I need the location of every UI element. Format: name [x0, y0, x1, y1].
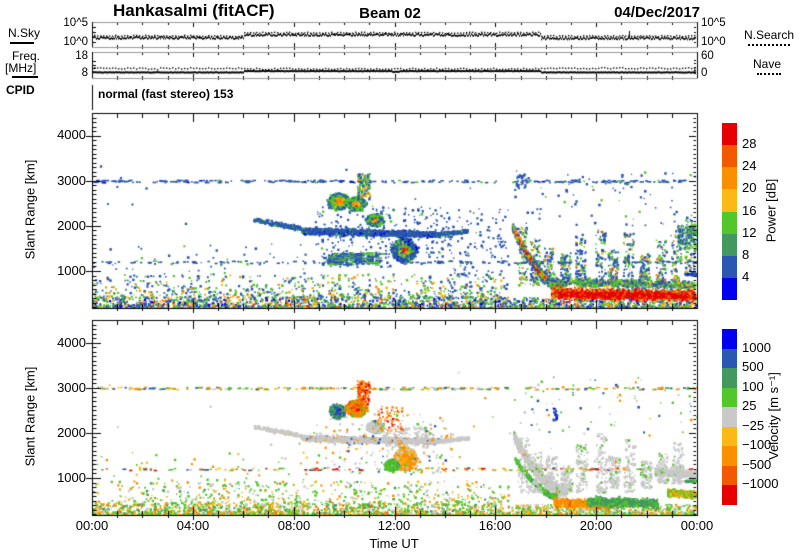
nsky-solid-legend	[10, 41, 34, 44]
date-label: 04/Dec/2017	[614, 4, 700, 21]
xtick-0800: 08:00	[277, 518, 311, 533]
velocity-colorbar-segment	[722, 407, 737, 427]
velocity-ytick-2000: 2000	[57, 425, 86, 440]
power-colorbar-label: 24	[742, 158, 757, 174]
velocity-ytick-4000: 4000	[57, 335, 86, 350]
nave-label: Nave	[753, 57, 782, 71]
power-colorbar-label: 12	[742, 224, 757, 240]
velocity-y-axis-label: Slant Range [km]	[22, 366, 38, 467]
cpid-label: CPID	[6, 83, 35, 97]
velocity-ytick-3000: 3000	[57, 380, 86, 395]
velocity-colorbar-label: 100	[742, 378, 764, 394]
power-colorbar-segment	[722, 277, 737, 300]
velocity-colorbar-label: −100	[742, 437, 772, 453]
freq-label-1: Freq.	[12, 49, 41, 63]
velocity-ytick-1000: 1000	[57, 470, 86, 485]
velocity-colorbar-label: 500	[742, 359, 764, 375]
power-colorbar-segment	[722, 189, 737, 212]
velocity-colorbar-label: −500	[742, 456, 772, 472]
nsearch-dotted-legend	[748, 44, 790, 46]
velocity-colorbar-label: 1000	[742, 339, 771, 355]
nsearch-label: N.Search	[744, 28, 795, 42]
beam-label: Beam 02	[359, 5, 421, 22]
nsky-ytick-bottom-left: 10^0	[63, 36, 88, 48]
power-colorbar-segment	[722, 167, 737, 190]
freq-solid-legend	[12, 76, 38, 78]
freq-label-2: [MHz]	[5, 61, 37, 75]
power-colorbar-segment	[722, 211, 737, 234]
power-colorbar	[722, 123, 737, 300]
velocity-colorbar-label: −25	[742, 417, 765, 433]
power-colorbar-segment	[722, 255, 737, 278]
nave-ytick-bottom-right: 0	[701, 67, 708, 79]
xtick-0000: 00:00	[75, 518, 109, 533]
power-colorbar-segment	[722, 123, 737, 146]
velocity-colorbar-segment	[722, 348, 737, 369]
power-colorbar-label: 16	[742, 202, 757, 218]
velocity-colorbar	[722, 329, 737, 505]
power-ytick-2000: 2000	[57, 218, 86, 233]
freq-ytick-top-left: 18	[75, 50, 88, 62]
power-colorbar-label: 28	[742, 136, 757, 152]
x-axis-label: Time UT	[369, 536, 419, 551]
power-colorbar-label: 4	[742, 268, 750, 284]
power-y-axis-label: Slant Range [km]	[22, 159, 38, 260]
freq-ytick-bottom-left: 8	[81, 67, 88, 79]
velocity-colorbar-segment	[722, 426, 737, 447]
velocity-colorbar-segment	[722, 446, 737, 466]
nsky-ytick-top-right: 10^5	[701, 17, 726, 29]
xtick-1200: 12:00	[377, 518, 411, 533]
power-ytick-3000: 3000	[57, 173, 86, 188]
nsky-ytick-top-left: 10^5	[63, 17, 88, 29]
power-colorbar-label: 20	[742, 180, 757, 196]
velocity-colorbar-label: −1000	[742, 476, 779, 492]
xtick-2000: 20:00	[579, 518, 613, 533]
nave-ytick-top-right: 60	[701, 50, 714, 62]
station-title: Hankasalmi (fitACF)	[113, 1, 275, 20]
power-colorbar-title: Power [dB]	[763, 178, 779, 243]
velocity-colorbar-segment	[722, 368, 737, 388]
xtick-1600: 16:00	[478, 518, 512, 533]
velocity-colorbar-segment	[722, 485, 737, 505]
nsky-ytick-bottom-right: 10^0	[701, 36, 726, 48]
power-ytick-4000: 4000	[57, 127, 86, 142]
velocity-colorbar-segment	[722, 387, 737, 408]
power-colorbar-segment	[722, 145, 737, 168]
power-colorbar-segment	[722, 233, 737, 256]
nave-dotted-legend	[757, 73, 781, 75]
cpid-value: normal (fast stereo) 153	[98, 87, 234, 101]
velocity-colorbar-segment	[722, 465, 737, 486]
velocity-colorbar-segment	[722, 329, 737, 349]
velocity-colorbar-label: 25	[742, 398, 757, 414]
nsky-label: N.Sky	[8, 26, 41, 40]
xtick-0000b: 00:00	[680, 518, 714, 533]
power-ytick-1000: 1000	[57, 263, 86, 278]
power-colorbar-label: 8	[742, 246, 750, 262]
xtick-0400: 04:00	[176, 518, 210, 533]
